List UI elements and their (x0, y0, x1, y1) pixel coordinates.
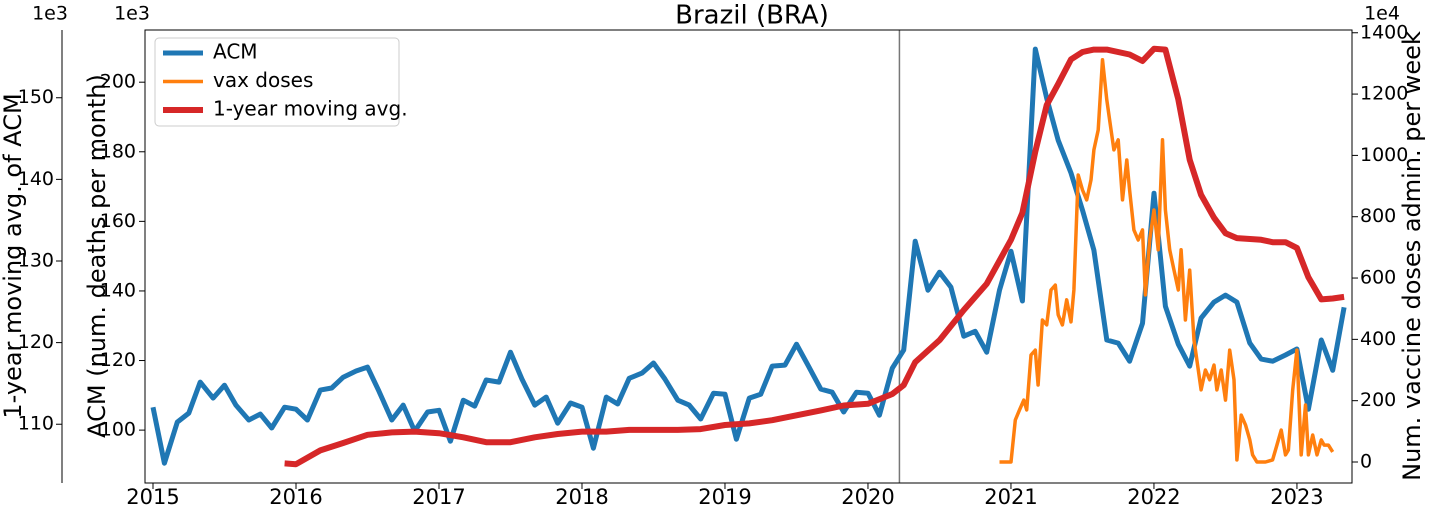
series-line (284, 45, 1345, 468)
chart-title: Brazil (BRA) (675, 1, 829, 31)
y3-axis-label: 1-year moving avg. of ACM (0, 93, 27, 418)
y-tick-label: 180 (100, 140, 136, 162)
y2-tick-label: 1400 (1360, 21, 1408, 43)
plot-frame (144, 29, 1353, 484)
y-tick-label: 120 (100, 349, 136, 371)
y2-tick-label: 600 (1360, 267, 1396, 289)
y-tick-label: 200 (100, 71, 136, 93)
y3-tick-label: 110 (18, 413, 54, 435)
y2-tick-label: 1200 (1360, 83, 1408, 105)
x-tick-label: 2021 (984, 485, 1037, 509)
x-tick-label: 2015 (126, 485, 179, 509)
legend-box (154, 37, 400, 127)
y-axis-label: ACM (num. deaths per month) (83, 74, 111, 438)
legend-label: 1-year moving avg. (213, 97, 408, 121)
x-tick-label: 2020 (841, 485, 894, 509)
x-tick-label: 2017 (412, 485, 465, 509)
y2-tick-label: 200 (1360, 389, 1396, 411)
x-tick-label: 2018 (555, 485, 608, 509)
y2-offset: 1e4 (1364, 3, 1400, 25)
y3-tick-label: 130 (18, 249, 54, 271)
y2-tick-label: 1000 (1360, 144, 1408, 166)
x-tick-label: 2023 (1270, 485, 1323, 509)
y2-tick-label: 800 (1360, 205, 1396, 227)
y3-tick-label: 140 (18, 168, 54, 190)
x-tick-label: 2022 (1127, 485, 1180, 509)
x-tick-label: 2016 (269, 485, 322, 509)
y3-tick-label: 150 (18, 86, 54, 108)
x-tick-label: 2019 (698, 485, 751, 509)
y-tick-label: 160 (100, 210, 136, 232)
y-offset: 1e3 (114, 3, 150, 25)
y-tick-label: 100 (100, 419, 136, 441)
y3-offset: 1e3 (32, 3, 68, 25)
y3-tick-label: 120 (18, 331, 54, 353)
y-tick-label: 140 (100, 279, 136, 301)
series-line (999, 57, 1335, 464)
legend-label: ACM (213, 40, 258, 64)
legend-label: vax doses (213, 68, 313, 92)
y2-axis-label: Num. vaccine doses admin. per week (1398, 31, 1426, 481)
y2-tick-label: 400 (1360, 328, 1396, 350)
y2-tick-label: 0 (1360, 450, 1372, 472)
